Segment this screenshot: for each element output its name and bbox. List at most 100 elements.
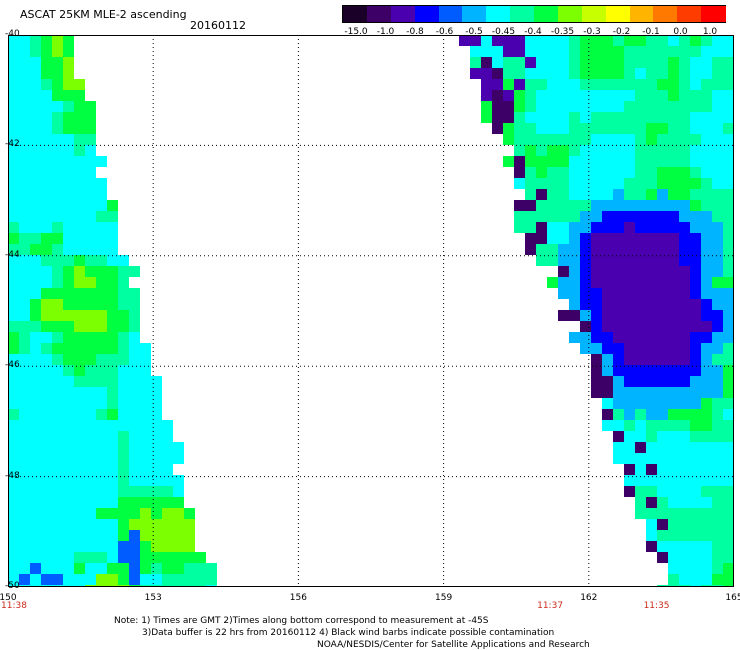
swath-cell [723,277,734,288]
swath-cell [679,178,690,189]
swath-cell [118,354,129,365]
swath-cell [646,134,657,145]
swath-cell [646,222,657,233]
swath-cell [19,497,30,508]
swath-cell [668,167,679,178]
swath-cell [129,354,140,365]
swath-cell [8,387,19,398]
swath-cell [646,365,657,376]
swath-cell [723,255,734,266]
swath-cell [41,200,52,211]
swath-cell [602,134,613,145]
swath-cell [690,332,701,343]
swath-cell [646,398,657,409]
swath-cell [668,90,679,101]
swath-cell [712,475,723,486]
swath-cell [558,244,569,255]
swath-cell [547,68,558,79]
swath-cell [723,178,734,189]
swath-cell [19,343,30,354]
swath-cell [514,123,525,134]
swath-cell [8,145,19,156]
swath-cell [140,409,151,420]
swath-cell [624,420,635,431]
swath-cell [151,420,162,431]
swath-cell [657,508,668,519]
swath-cell [63,145,74,156]
swath-cell [712,541,723,552]
swath-cell [558,134,569,145]
swath-cell [30,552,41,563]
x-tick-label: 159 [435,593,453,603]
swath-cell [41,277,52,288]
swath-cell [602,420,613,431]
swath-cell [723,541,734,552]
swath-cell [613,299,624,310]
swath-cell [580,90,591,101]
swath-cell [569,145,580,156]
swath-cell [624,46,635,57]
swath-cell [679,365,690,376]
swath-cell [63,310,74,321]
swath-cell [657,398,668,409]
swath-cell [580,189,591,200]
swath-cell [701,321,712,332]
swath-cell [492,57,503,68]
swath-cell [52,486,63,497]
colorbar-swatch [438,6,463,22]
swath-cell [701,134,712,145]
swath-cell [569,266,580,277]
swath-cell [140,519,151,530]
swath-cell [514,68,525,79]
swath-cell [668,321,679,332]
swath-cell [712,134,723,145]
swath-cell [52,398,63,409]
x-tick-label: 156 [289,593,307,603]
swath-cell [679,277,690,288]
swath-cell [613,343,624,354]
swath-cell [602,398,613,409]
swath-cell [525,123,536,134]
swath-cell [162,431,173,442]
swath-cell [52,299,63,310]
swath-cell [481,68,492,79]
swath-cell [558,189,569,200]
swath-cell [646,211,657,222]
swath-cell [712,530,723,541]
swath-cell [679,35,690,46]
swath-cell [712,398,723,409]
swath-cell [569,310,580,321]
swath-cell [613,244,624,255]
swath-cell [646,90,657,101]
swath-cell [41,332,52,343]
swath-cell [8,46,19,57]
swath-cell [514,134,525,145]
swath-cell [503,156,514,167]
swath-cell [635,123,646,134]
swath-cell [580,233,591,244]
swath-cell [19,35,30,46]
swath-cell [118,552,129,563]
swath-cell [8,530,19,541]
swath-cell [85,266,96,277]
swath-cell [624,442,635,453]
swath-cell [712,68,723,79]
swath-cell [613,332,624,343]
swath-cell [63,57,74,68]
swath-cell [96,233,107,244]
swath-cell [657,189,668,200]
swath-cell [63,365,74,376]
swath-cell [74,332,85,343]
swath-cell [41,189,52,200]
swath-cell [624,68,635,79]
swath-cell [657,519,668,530]
swath-cell [41,365,52,376]
swath-cell [96,365,107,376]
swath-cell [712,79,723,90]
swath-cell [41,123,52,134]
swath-cell [668,398,679,409]
swath-cell [536,123,547,134]
swath-cell [712,211,723,222]
swath-cell [701,365,712,376]
swath-cell [8,266,19,277]
